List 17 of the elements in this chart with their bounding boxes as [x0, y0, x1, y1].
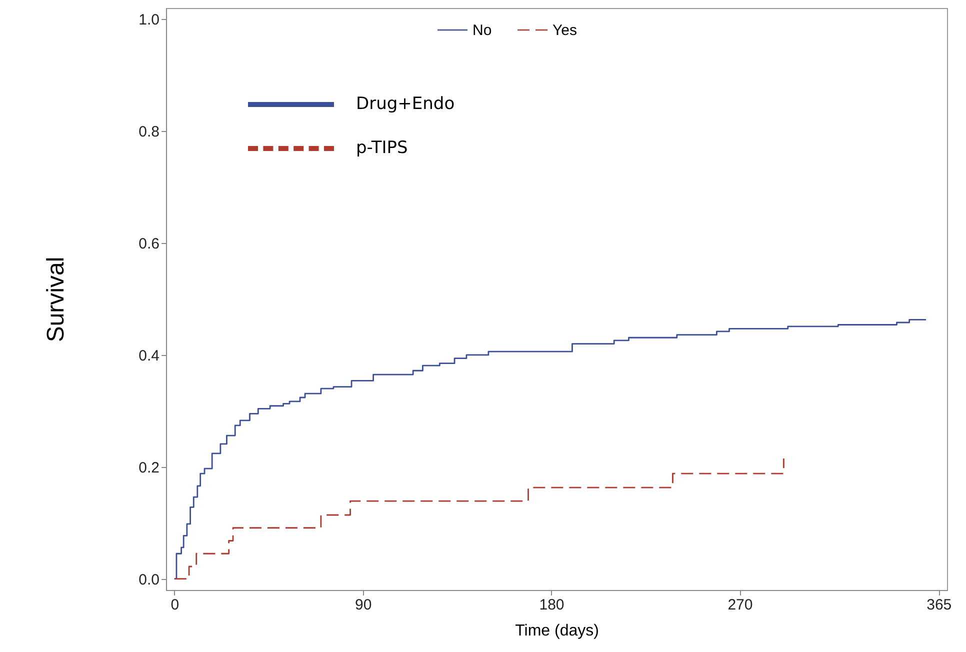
- y-tick-label: 0.2: [138, 459, 160, 476]
- x-tick-label: 365: [926, 596, 952, 614]
- y-tick-label: 0.6: [138, 236, 160, 253]
- x-tick-label: 90: [354, 596, 372, 614]
- x-axis-title: Time (days): [515, 622, 599, 640]
- x-tick-label: 180: [539, 596, 564, 614]
- x-tick-label: 270: [728, 596, 753, 614]
- y-axis-title: Survival: [42, 256, 70, 342]
- legend-label: No: [472, 22, 492, 39]
- y-tick-label: 0.4: [138, 347, 160, 364]
- y-tick-label: 1.0: [138, 12, 160, 29]
- y-tick-label: 0.8: [138, 124, 160, 141]
- x-tick-label: 0: [170, 596, 180, 614]
- annotation: p-TIPS: [356, 138, 408, 158]
- legend-label: Yes: [552, 22, 577, 39]
- y-tick-label: 0.0: [138, 571, 160, 588]
- annotation: Drug+Endo: [356, 94, 455, 114]
